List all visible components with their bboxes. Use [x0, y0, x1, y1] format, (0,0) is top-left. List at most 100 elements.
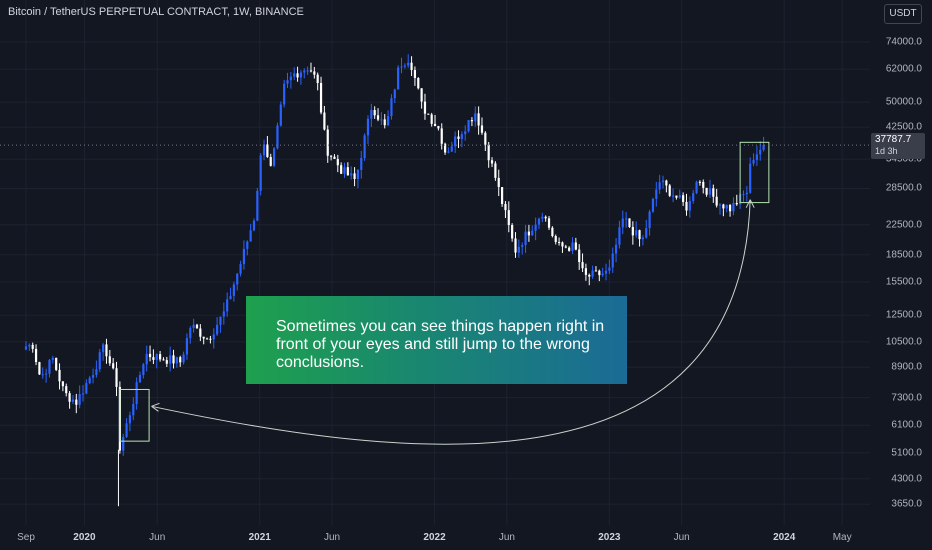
candle-body: [346, 167, 349, 176]
price-axis[interactable]: 74000.0 62000.0 50000.0 42500.0 34500.0 28500…: [870, 0, 932, 525]
candle-body: [68, 393, 71, 402]
candle-body: [568, 247, 571, 251]
candle-body: [353, 173, 356, 179]
candle-body: [279, 104, 282, 126]
candle-body: [172, 355, 175, 364]
candle-body: [88, 377, 91, 384]
candle-body: [722, 204, 725, 209]
candle-body: [470, 120, 474, 122]
candle-body: [148, 353, 152, 358]
candle-body: [665, 180, 668, 186]
candle-body: [578, 249, 581, 262]
candle-body: [557, 241, 561, 243]
candle-body: [457, 136, 460, 139]
candle-body: [266, 144, 269, 158]
candle-body: [115, 368, 118, 387]
candle-body: [682, 195, 685, 202]
candle-body: [745, 192, 748, 195]
candle-body: [692, 193, 695, 201]
candle-body: [58, 369, 61, 382]
candle-body: [625, 218, 628, 220]
candle-body: [98, 352, 101, 370]
candle-body: [420, 88, 423, 102]
candle-body: [480, 125, 484, 133]
symbol-title: Bitcoin / TetherUS PERPETUAL CONTRACT, 1…: [8, 6, 304, 18]
candle-body: [249, 230, 252, 242]
candle-body: [81, 393, 85, 395]
candle-body: [246, 241, 249, 249]
candle-body: [360, 158, 363, 170]
candle-body: [460, 134, 463, 139]
candle-body: [594, 270, 598, 272]
candle-body: [138, 375, 142, 383]
time-tick: Jun: [323, 532, 341, 543]
time-tick: Jun: [149, 532, 166, 543]
candle-body: [112, 363, 115, 369]
candle-body: [276, 125, 279, 149]
candle-body: [688, 200, 691, 211]
price-tick: 74000.0: [885, 36, 922, 48]
candle-body: [648, 211, 651, 229]
candle-body: [336, 158, 339, 166]
candle-body: [507, 210, 510, 226]
chart-area[interactable]: Bitcoin / TetherUS PERPETUAL CONTRACT, 1…: [0, 0, 870, 525]
candle-body: [269, 157, 272, 166]
price-tick: 12500.0: [885, 309, 922, 321]
annotation-box[interactable]: Sometimes you can see things happen righ…: [246, 296, 627, 384]
time-tick: 2022: [423, 532, 446, 543]
annotation-text: Sometimes you can see things happen righ…: [276, 318, 605, 371]
price-tick: 5100.0: [891, 447, 922, 459]
last-price-tag: 37787.7 1d 3h: [871, 133, 925, 160]
candle-body: [474, 113, 477, 122]
candle-body: [759, 149, 762, 155]
overlays: [0, 141, 870, 445]
candle-body: [159, 354, 162, 360]
candle-body: [128, 415, 132, 424]
price-tick: 15500.0: [885, 276, 922, 288]
time-axis[interactable]: Sep 2020 Jun 2021 Jun 2022 Jun 2023 Jun 2024 May: [0, 525, 870, 550]
candle-body: [621, 218, 624, 228]
candle-body: [252, 220, 256, 231]
candle-body: [561, 242, 564, 247]
candle-body: [403, 65, 406, 67]
candle-body: [309, 70, 313, 72]
arrow-line: [151, 199, 751, 445]
candle-body: [393, 89, 396, 99]
candle-body: [185, 338, 189, 355]
candle-body: [175, 357, 178, 364]
candle-body: [242, 248, 246, 265]
time-tick: Jun: [673, 532, 690, 543]
candle-body: [299, 72, 303, 78]
candle-body: [655, 189, 658, 199]
candle-body: [192, 324, 195, 329]
candle-body: [467, 120, 470, 132]
candle-body: [611, 253, 614, 268]
candle-body: [588, 274, 591, 277]
candle-body: [695, 181, 698, 194]
candle-body: [316, 74, 319, 83]
candle-body: [232, 284, 235, 296]
candle-body: [702, 181, 705, 188]
candle-body: [71, 399, 75, 402]
candle-body: [732, 203, 735, 212]
candle-body: [390, 98, 393, 117]
candle-body: [413, 70, 417, 78]
candle-body: [356, 169, 360, 179]
candle-body: [28, 344, 31, 347]
candle-body: [38, 362, 41, 375]
price-chart[interactable]: [0, 0, 870, 525]
candle-body: [698, 181, 702, 183]
candle-body: [165, 360, 168, 364]
currency-button[interactable]: USDT: [884, 4, 922, 24]
arrow-head: [151, 402, 160, 412]
candle-body: [323, 112, 326, 130]
candle-body: [571, 242, 574, 251]
candle-body: [661, 180, 665, 183]
candle-body: [551, 227, 554, 237]
candle-body: [671, 195, 675, 197]
candle-body: [212, 334, 215, 340]
candle-body: [443, 143, 447, 153]
candle-body: [202, 336, 205, 339]
price-tick: 28500.0: [885, 182, 922, 194]
candle-body: [226, 299, 229, 312]
